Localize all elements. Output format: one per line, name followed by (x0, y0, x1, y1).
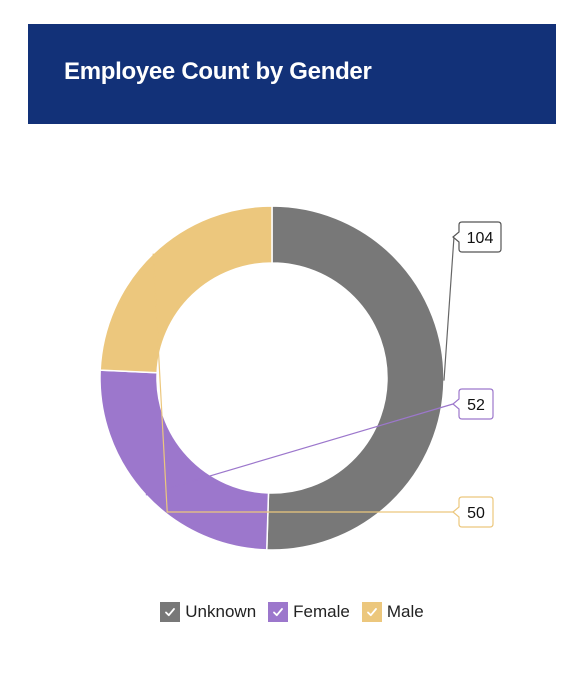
check-icon[interactable] (268, 602, 289, 622)
legend-label: Male (386, 602, 424, 621)
chart-title: Employee Count by Gender (64, 58, 372, 85)
data-label-leader-unknown (443, 236, 455, 381)
data-label-box-female (452, 388, 494, 420)
check-icon[interactable] (361, 602, 382, 622)
data-label-female: 52 (467, 397, 485, 414)
legend-label: Female (293, 602, 350, 621)
legend-item-male[interactable]: Male (361, 602, 424, 622)
chart-header: Employee Count by Gender (28, 24, 556, 124)
chart-area: 104 52 50 Unknown Female Male (28, 124, 556, 684)
donut-chart: 104 52 50 (99, 205, 502, 551)
legend-label: Unknown (185, 602, 257, 621)
donut-slice-female[interactable] (99, 369, 270, 551)
chart-legend: Unknown Female Male (28, 602, 556, 622)
data-label-leader-male (152, 253, 453, 513)
data-label-box-male (452, 496, 494, 528)
donut-slice-male[interactable] (99, 205, 273, 374)
data-label-leader-female (145, 403, 454, 496)
data-label-box-unknown (452, 221, 502, 253)
data-label-unknown: 104 (467, 230, 494, 247)
legend-item-unknown[interactable]: Unknown (160, 602, 256, 622)
legend-item-female[interactable]: Female (268, 602, 350, 622)
donut-slice-unknown[interactable] (265, 205, 445, 551)
check-icon[interactable] (160, 602, 181, 622)
data-label-male: 50 (467, 505, 485, 522)
